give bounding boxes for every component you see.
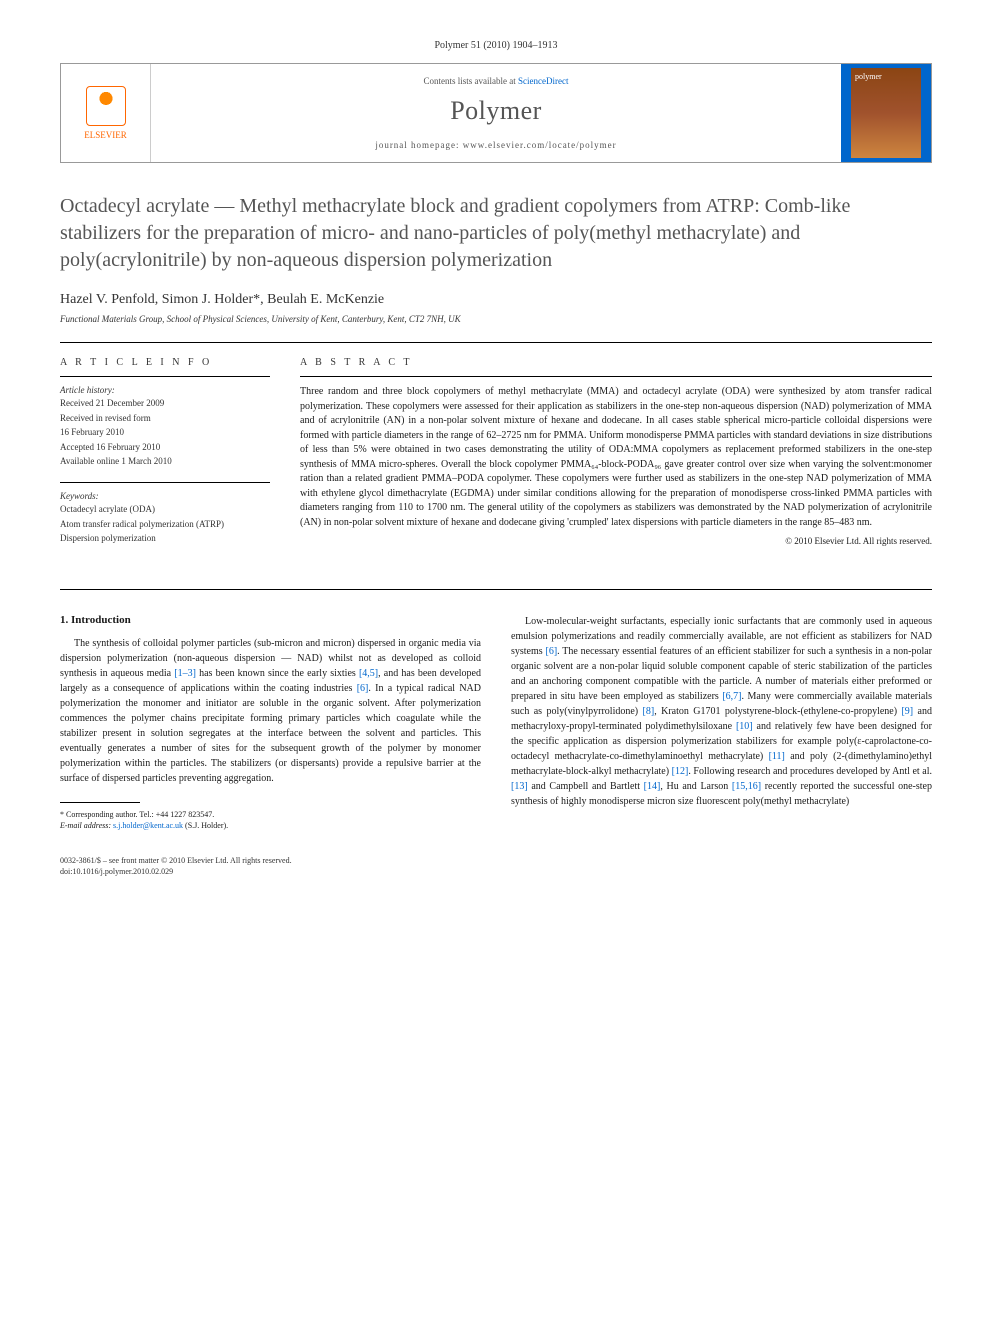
elsevier-logo: ELSEVIER: [84, 86, 127, 141]
elsevier-tree-icon: [86, 86, 126, 126]
article-info-heading: A R T I C L E I N F O: [60, 357, 270, 368]
contents-prefix: Contents lists available at: [424, 76, 518, 86]
sciencedirect-link[interactable]: ScienceDirect: [518, 76, 568, 86]
revised-label: Received in revised form: [60, 412, 270, 425]
keyword-1: Octadecyl acrylate (ODA): [60, 503, 270, 516]
journal-cover-cell: polymer: [841, 64, 931, 162]
footnote-divider: [60, 802, 140, 803]
keyword-2: Atom transfer radical polymerization (AT…: [60, 518, 270, 531]
keywords-label: Keywords:: [60, 491, 270, 501]
keyword-3: Dispersion polymerization: [60, 532, 270, 545]
cover-label: polymer: [855, 72, 882, 81]
divider-2: [60, 589, 932, 590]
abstract-column: A B S T R A C T Three random and three b…: [300, 357, 932, 559]
contents-line: Contents lists available at ScienceDirec…: [161, 76, 831, 86]
article-history-block: Article history: Received 21 December 20…: [60, 376, 270, 468]
accepted-date: Accepted 16 February 2010: [60, 441, 270, 454]
history-label: Article history:: [60, 385, 270, 395]
journal-header-box: ELSEVIER Contents lists available at Sci…: [60, 63, 932, 163]
body-column-left: 1. Introduction The synthesis of colloid…: [60, 614, 481, 831]
authors-text: Hazel V. Penfold, Simon J. Holder*, Beul…: [60, 292, 384, 307]
homepage-url: www.elsevier.com/locate/polymer: [463, 140, 617, 150]
article-title: Octadecyl acrylate — Methyl methacrylate…: [60, 193, 932, 274]
body-column-right: Low-molecular-weight surfactants, especi…: [511, 614, 932, 831]
copyright-line: © 2010 Elsevier Ltd. All rights reserved…: [300, 536, 932, 546]
divider: [60, 342, 932, 343]
authors-line: Hazel V. Penfold, Simon J. Holder*, Beul…: [60, 292, 932, 308]
email-label: E-mail address:: [60, 821, 113, 830]
journal-name: Polymer: [161, 96, 831, 126]
corresponding-author: * Corresponding author. Tel.: +44 1227 8…: [60, 809, 481, 820]
page-footer: 0032-3861/$ – see front matter © 2010 El…: [60, 855, 932, 877]
body-columns: 1. Introduction The synthesis of colloid…: [60, 614, 932, 831]
email-suffix: (S.J. Holder).: [183, 821, 228, 830]
abstract-text: Three random and three block copolymers …: [300, 376, 932, 530]
intro-text-right: Low-molecular-weight surfactants, especi…: [511, 614, 932, 809]
email-link[interactable]: s.j.holder@kent.ac.uk: [113, 821, 183, 830]
intro-heading: 1. Introduction: [60, 614, 481, 626]
intro-para-2: Low-molecular-weight surfactants, especi…: [511, 614, 932, 809]
footer-line-2: doi:10.1016/j.polymer.2010.02.029: [60, 866, 932, 877]
keywords-block: Keywords: Octadecyl acrylate (ODA) Atom …: [60, 482, 270, 545]
email-line: E-mail address: s.j.holder@kent.ac.uk (S…: [60, 820, 481, 831]
homepage-line: journal homepage: www.elsevier.com/locat…: [161, 140, 831, 150]
journal-cover-thumbnail: polymer: [851, 68, 921, 158]
info-abstract-row: A R T I C L E I N F O Article history: R…: [60, 357, 932, 559]
footer-line-1: 0032-3861/$ – see front matter © 2010 El…: [60, 855, 932, 866]
affiliation: Functional Materials Group, School of Ph…: [60, 314, 932, 324]
intro-para-1: The synthesis of colloidal polymer parti…: [60, 636, 481, 786]
article-info-column: A R T I C L E I N F O Article history: R…: [60, 357, 270, 559]
abstract-heading: A B S T R A C T: [300, 357, 932, 368]
received-date: Received 21 December 2009: [60, 397, 270, 410]
revised-date: 16 February 2010: [60, 426, 270, 439]
journal-citation: Polymer 51 (2010) 1904–1913: [60, 40, 932, 51]
online-date: Available online 1 March 2010: [60, 455, 270, 468]
intro-text-left: The synthesis of colloidal polymer parti…: [60, 636, 481, 786]
header-center: Contents lists available at ScienceDirec…: [151, 64, 841, 162]
homepage-prefix: journal homepage:: [375, 140, 462, 150]
publisher-logo-cell: ELSEVIER: [61, 64, 151, 162]
footnote-block: * Corresponding author. Tel.: +44 1227 8…: [60, 809, 481, 831]
publisher-name: ELSEVIER: [84, 130, 127, 140]
